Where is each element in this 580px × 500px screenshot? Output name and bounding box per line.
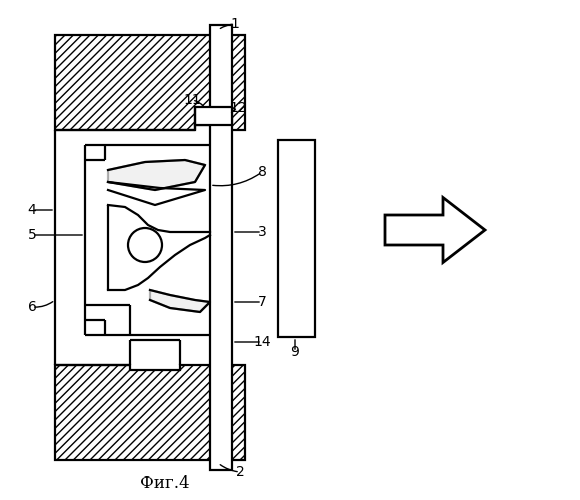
Polygon shape bbox=[55, 365, 245, 460]
Text: 11: 11 bbox=[183, 93, 201, 107]
Bar bbox=[278, 140, 315, 337]
Text: 3: 3 bbox=[258, 225, 266, 239]
Text: 14: 14 bbox=[253, 335, 271, 349]
Text: 5: 5 bbox=[28, 228, 37, 242]
Text: 12: 12 bbox=[229, 101, 247, 115]
Text: Фиг.4: Фиг.4 bbox=[140, 476, 190, 492]
Text: 2: 2 bbox=[235, 465, 244, 479]
Text: 1: 1 bbox=[231, 17, 240, 31]
Bar bbox=[195, 107, 232, 125]
Text: 7: 7 bbox=[258, 295, 266, 309]
Text: 9: 9 bbox=[291, 345, 299, 359]
Text: 4: 4 bbox=[28, 203, 37, 217]
Text: 8: 8 bbox=[258, 165, 266, 179]
Text: 6: 6 bbox=[28, 300, 37, 314]
Polygon shape bbox=[150, 290, 210, 312]
Polygon shape bbox=[385, 198, 485, 262]
Polygon shape bbox=[108, 160, 205, 190]
Bar bbox=[210, 25, 232, 470]
Polygon shape bbox=[55, 35, 245, 130]
